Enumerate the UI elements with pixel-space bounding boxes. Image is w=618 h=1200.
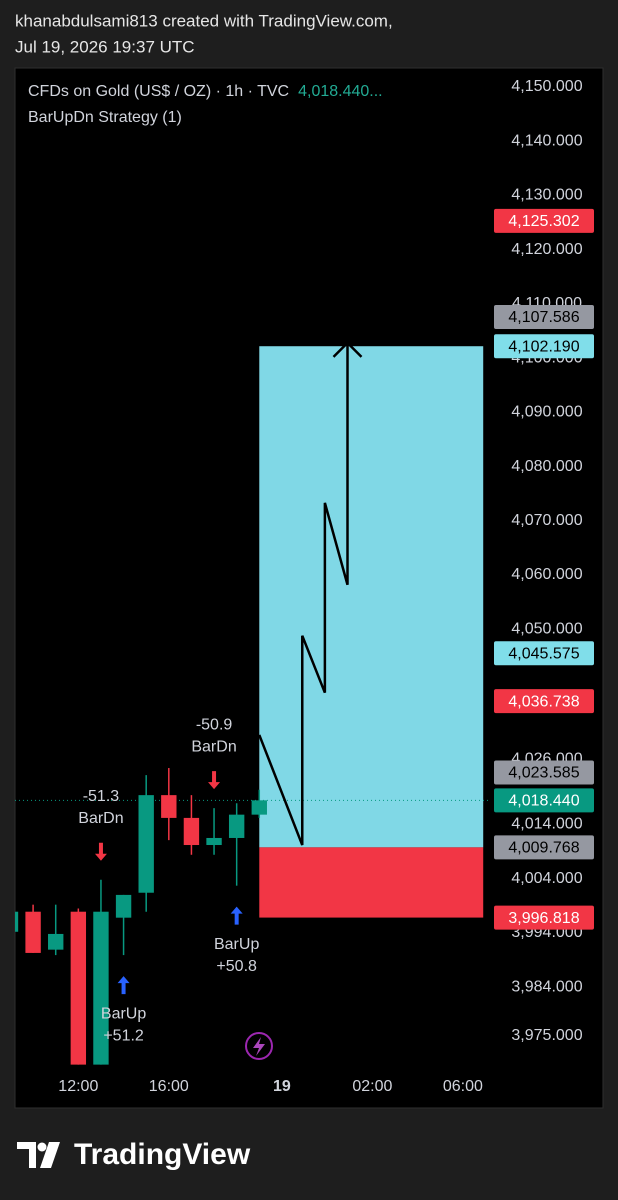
- y-tick-label: 4,080.000: [511, 458, 582, 475]
- alert-bolt: [253, 1037, 265, 1056]
- price-badge-label: 4,018.440: [508, 793, 579, 810]
- plot-area: [15, 341, 490, 1065]
- candle-body: [25, 911, 41, 953]
- signal-result: -50.9: [196, 716, 233, 733]
- y-tick-label: 4,120.000: [511, 241, 582, 258]
- y-tick-label: 4,090.000: [511, 404, 582, 421]
- logo-part: [40, 1142, 60, 1168]
- signal-arrow: [94, 842, 107, 861]
- signal-name: BarDn: [78, 810, 123, 827]
- candle-body: [15, 911, 19, 932]
- price-badge: [494, 788, 594, 813]
- price-badge-label: 4,045.575: [508, 645, 579, 662]
- overlay: 4,150.0004,140.0004,130.0004,120.0004,11…: [58, 78, 594, 1095]
- price-badge: [494, 304, 594, 329]
- signal-name: BarUp: [101, 1005, 146, 1022]
- price-badge: [494, 905, 594, 930]
- drawn-arrow-line: [258, 342, 349, 846]
- signal-result: +51.2: [103, 1027, 144, 1044]
- price-badge: [494, 641, 594, 666]
- y-tick-label: 4,130.000: [511, 187, 582, 204]
- price-badge-label: 4,023.585: [508, 765, 579, 782]
- date-line: Jul 19, 2026 19:37 UTC: [15, 37, 195, 56]
- price-badge: [494, 334, 594, 359]
- candle-body: [251, 800, 267, 815]
- candle-body: [70, 911, 87, 1065]
- price-badge: [494, 760, 594, 785]
- x-tick-label: 16:00: [149, 1078, 189, 1095]
- price-badge-label: 3,996.818: [508, 910, 579, 927]
- signal-arrow: [230, 906, 243, 925]
- position-loss-zone: [259, 847, 484, 918]
- price-badge: [494, 208, 594, 233]
- candle-body: [228, 814, 245, 838]
- signal-name: BarUp: [214, 936, 259, 953]
- x-tick-label: 02:00: [352, 1078, 392, 1095]
- signal-name: BarDn: [191, 738, 236, 755]
- signal-arrow: [117, 976, 130, 995]
- price-badge-label: 4,102.190: [508, 338, 579, 355]
- y-tick-label: 4,004.000: [511, 870, 582, 887]
- y-tick-label: 4,140.000: [511, 132, 582, 149]
- y-tick-label: 3,984.000: [511, 978, 582, 995]
- price-badge: [494, 689, 594, 714]
- y-tick-label: 4,050.000: [511, 620, 582, 637]
- signal-result: -51.3: [83, 788, 120, 805]
- signal-arrow: [208, 771, 221, 790]
- drawn-arrow-head: [332, 341, 363, 358]
- y-tick-label: 4,150.000: [511, 78, 582, 95]
- symbol-title: CFDs on Gold (US$ / OZ) · 1h · TVC: [28, 83, 289, 100]
- price-badge-label: 4,125.302: [508, 213, 579, 230]
- brand-name: TradingView: [74, 1138, 251, 1171]
- price-badge: [494, 835, 594, 860]
- logo-part: [37, 1142, 47, 1152]
- alert-ring: [245, 1032, 273, 1060]
- y-tick-label: 4,070.000: [511, 512, 582, 529]
- candle-body: [93, 911, 109, 1065]
- position-profit-zone: [259, 346, 484, 848]
- logo-part: [17, 1142, 36, 1168]
- signal-result: +50.8: [216, 958, 257, 975]
- price-badge-label: 4,036.738: [508, 693, 579, 710]
- x-tick-label: 06:00: [443, 1078, 483, 1095]
- candle-body: [206, 837, 222, 846]
- author-line: khanabdulsami813 created with TradingVie…: [15, 11, 393, 30]
- candle-body: [161, 795, 177, 818]
- brand-logo: TradingView: [17, 1138, 251, 1171]
- candle-body: [138, 795, 154, 893]
- alert-icon[interactable]: [245, 1032, 273, 1060]
- x-tick-label: 12:00: [58, 1078, 98, 1095]
- candle-body: [115, 894, 132, 918]
- y-tick-label: 4,014.000: [511, 816, 582, 833]
- candle-body: [48, 933, 64, 950]
- price-badge-label: 4,009.768: [508, 840, 579, 857]
- x-tick-label: 19: [273, 1078, 291, 1095]
- y-tick-label: 3,975.000: [511, 1027, 582, 1044]
- candle-body: [183, 817, 200, 846]
- price-badge-label: 4,107.586: [508, 309, 579, 326]
- strategy-name: BarUpDn Strategy (1): [28, 109, 182, 126]
- y-tick-label: 4,060.000: [511, 566, 582, 583]
- last-price-text: 4,018.440...: [298, 83, 383, 100]
